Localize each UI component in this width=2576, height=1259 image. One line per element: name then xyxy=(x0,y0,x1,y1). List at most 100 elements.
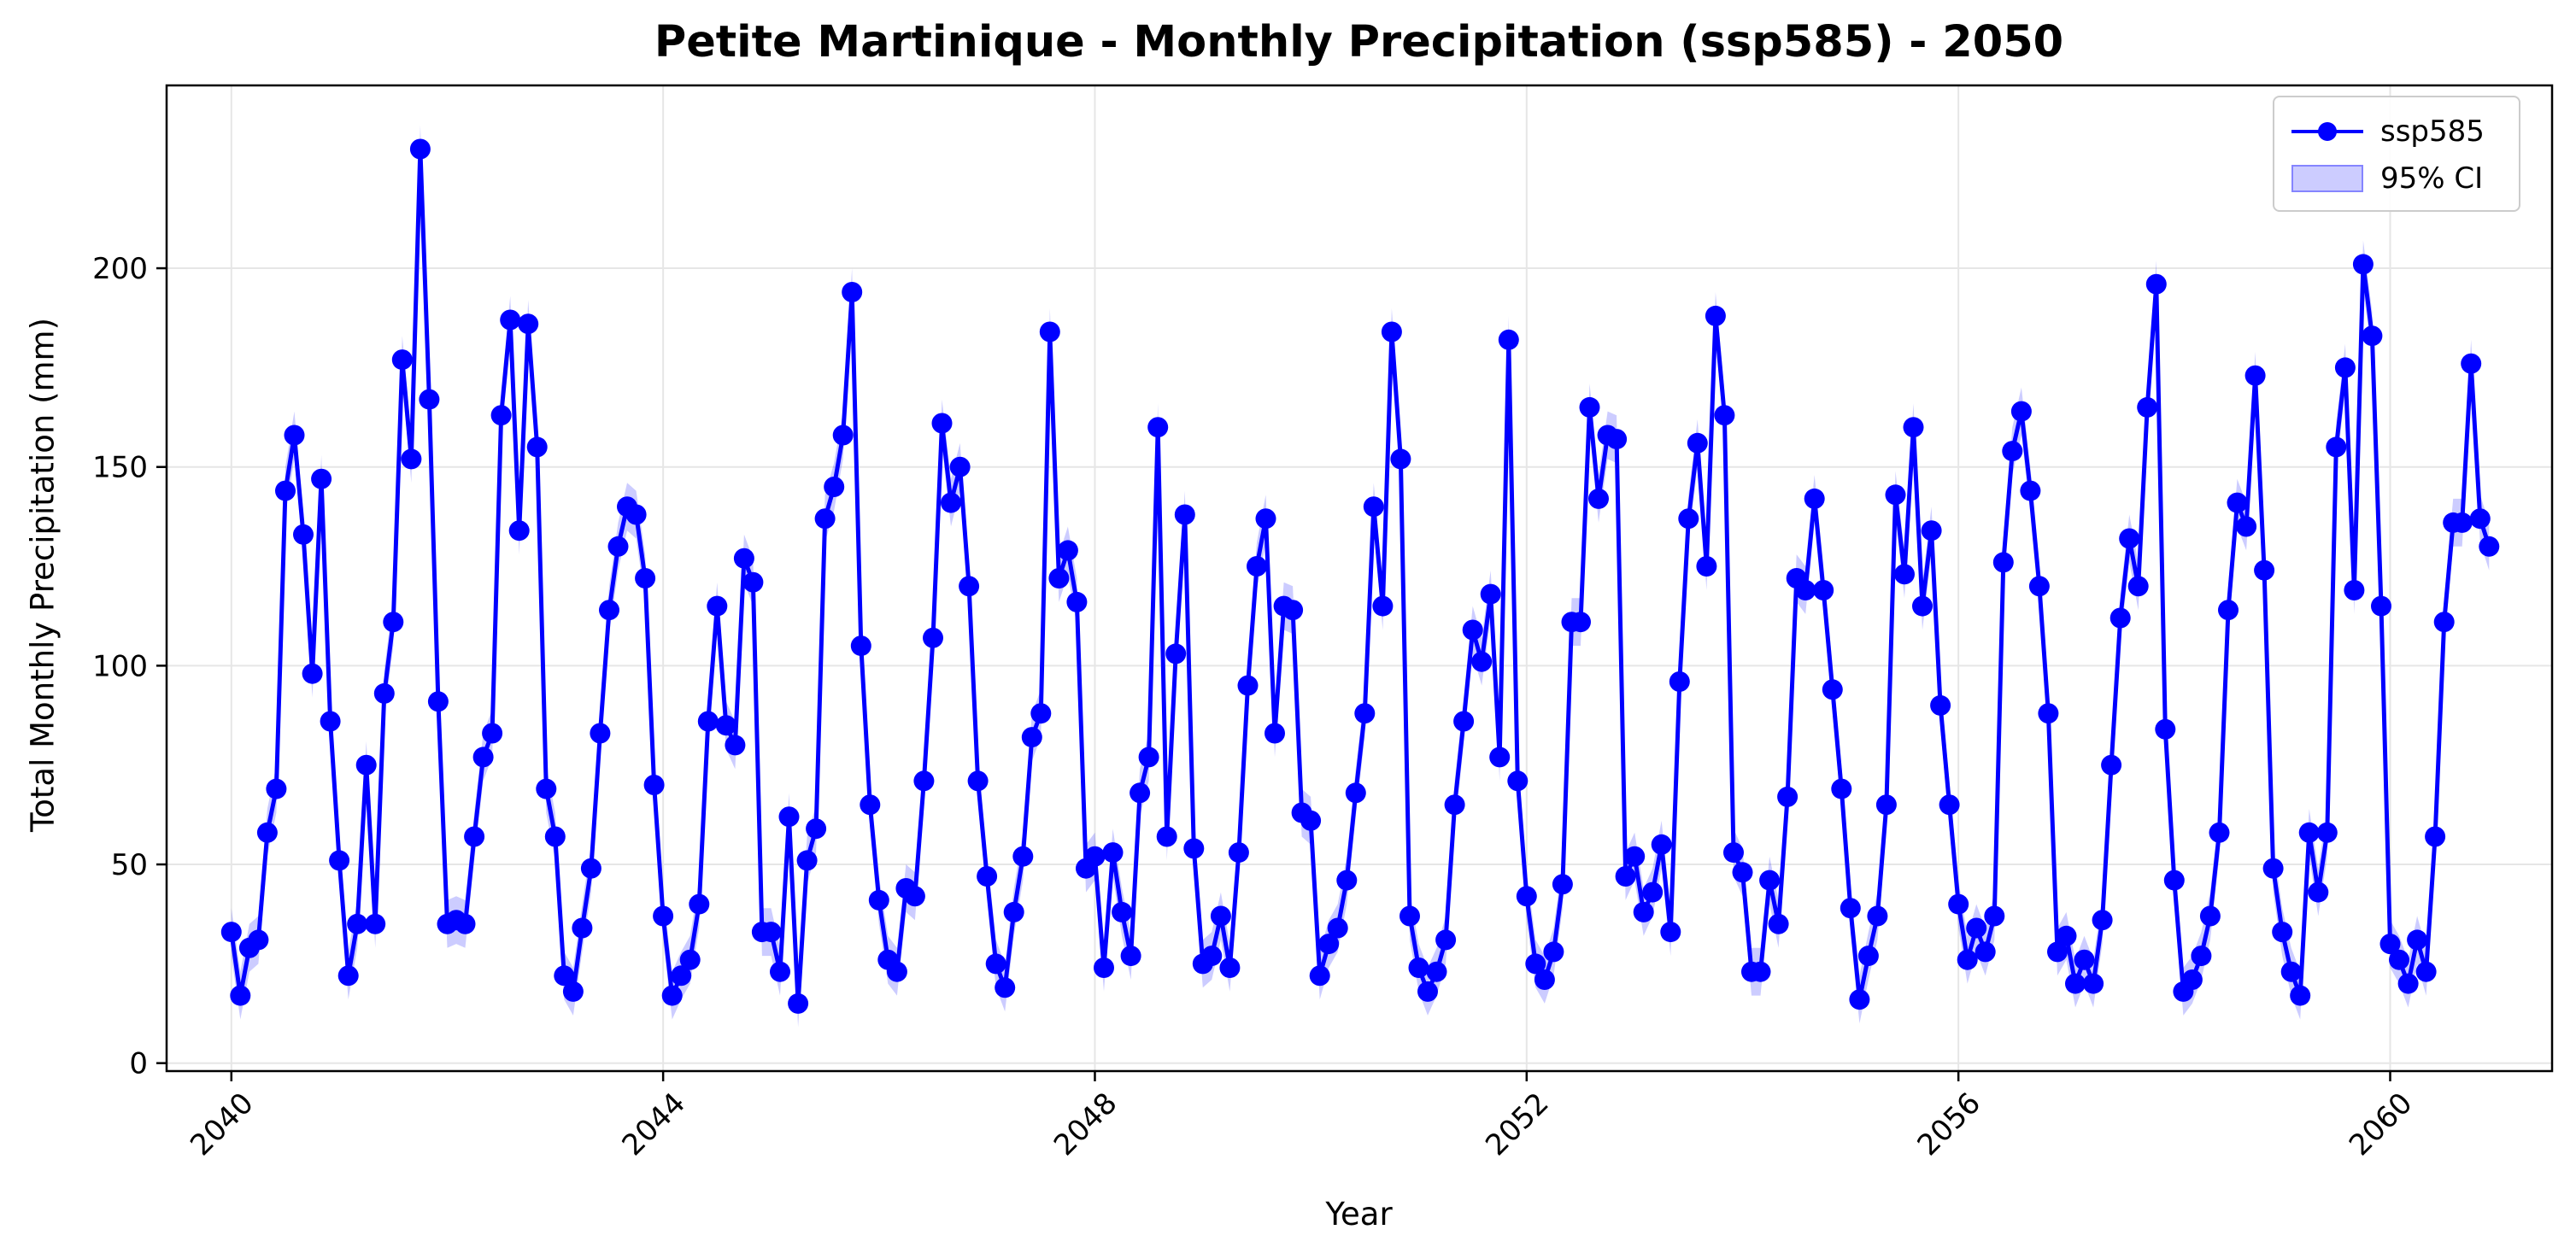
data-point xyxy=(2371,595,2391,617)
data-point xyxy=(2461,353,2482,374)
data-point xyxy=(1390,448,1411,470)
data-point xyxy=(2344,580,2365,600)
data-point xyxy=(1822,679,1843,700)
data-point xyxy=(1210,905,1231,927)
data-point xyxy=(1516,886,1537,907)
data-point xyxy=(419,389,440,410)
x-tick-label: 2044 xyxy=(616,1086,692,1162)
x-tick-label: 2040 xyxy=(184,1086,260,1162)
chart-title: Petite Martinique - Monthly Precipitatio… xyxy=(654,17,2064,67)
legend-swatch-line xyxy=(2291,114,2363,149)
data-point xyxy=(2415,961,2437,982)
data-point xyxy=(661,985,683,1006)
data-point xyxy=(1714,405,1735,426)
data-point xyxy=(2083,973,2104,994)
data-point xyxy=(1165,643,1187,665)
data-point xyxy=(2020,480,2041,501)
data-point xyxy=(1696,556,1717,577)
data-point xyxy=(1651,834,1672,855)
data-point xyxy=(2199,905,2221,927)
data-point xyxy=(2181,969,2203,990)
data-point xyxy=(923,627,943,648)
data-point xyxy=(715,715,736,736)
data-point xyxy=(1237,675,1259,696)
data-point xyxy=(1624,846,1646,867)
data-point xyxy=(949,456,971,477)
data-point xyxy=(742,571,764,593)
data-point xyxy=(2469,508,2491,530)
data-point xyxy=(977,866,998,887)
data-point xyxy=(1957,949,1978,970)
data-point xyxy=(1795,580,1816,600)
data-point xyxy=(1201,946,1223,967)
data-point xyxy=(1462,619,1483,641)
data-point xyxy=(733,548,754,569)
data-point xyxy=(1265,723,1285,744)
data-point xyxy=(1282,600,1304,621)
data-point xyxy=(1255,508,1276,530)
data-point xyxy=(1498,329,1519,350)
data-point xyxy=(1094,957,1114,978)
data-point xyxy=(1660,922,1681,943)
x-axis-label: Year xyxy=(1325,1196,1393,1233)
data-point xyxy=(814,508,836,530)
data-point xyxy=(1615,866,1636,887)
data-point xyxy=(1687,432,1708,454)
data-point xyxy=(778,806,800,828)
x-tick-label: 2056 xyxy=(1911,1086,1987,1162)
data-point xyxy=(796,850,818,871)
data-point xyxy=(1489,747,1511,768)
data-point xyxy=(2110,607,2131,629)
data-point xyxy=(1066,591,1088,612)
data-point xyxy=(2389,949,2409,970)
data-point xyxy=(1768,913,1789,934)
data-point xyxy=(1426,961,1447,982)
data-point xyxy=(1534,969,1555,990)
data-point xyxy=(248,929,269,951)
data-point xyxy=(293,524,314,545)
data-point xyxy=(1039,321,1060,343)
data-point xyxy=(1174,504,1195,525)
data-point xyxy=(1849,989,1870,1010)
series-line-layer xyxy=(229,147,2491,1006)
plot-frame xyxy=(165,84,2554,1073)
y-axis-label: Total Monthly Precipitation (mm) xyxy=(24,317,62,833)
data-point xyxy=(1102,842,1124,864)
data-point xyxy=(1840,898,1861,919)
data-point xyxy=(671,965,692,987)
data-point xyxy=(1363,496,1384,518)
data-point xyxy=(770,961,790,982)
data-point xyxy=(2379,934,2401,955)
data-point xyxy=(2119,528,2140,549)
data-point xyxy=(1875,794,1897,816)
data-point xyxy=(2028,576,2050,597)
data-point xyxy=(1930,694,1951,716)
data-point xyxy=(1885,484,1906,506)
data-point xyxy=(464,826,485,847)
data-point xyxy=(1048,568,1070,589)
data-point xyxy=(1678,508,1699,530)
data-point xyxy=(2002,441,2023,462)
data-point xyxy=(1030,703,1052,724)
data-point xyxy=(508,520,530,542)
data-point xyxy=(1975,941,1996,963)
data-point xyxy=(599,600,619,621)
data-point xyxy=(2236,516,2257,537)
data-point xyxy=(472,747,494,768)
data-point xyxy=(2191,946,2212,967)
series-line-ssp585 xyxy=(229,147,2491,1006)
data-point xyxy=(1732,862,1753,883)
data-point xyxy=(1336,870,1358,891)
data-point xyxy=(2334,357,2356,378)
data-point xyxy=(1471,651,1493,672)
data-point xyxy=(1112,901,1133,922)
data-point xyxy=(1579,396,1600,418)
data-point xyxy=(1435,929,1457,951)
data-point xyxy=(653,905,674,927)
data-point xyxy=(967,770,989,792)
data-point xyxy=(1525,953,1546,975)
data-point xyxy=(1857,946,1879,967)
data-point xyxy=(544,826,566,847)
data-point xyxy=(365,913,386,934)
data-point xyxy=(824,477,845,497)
